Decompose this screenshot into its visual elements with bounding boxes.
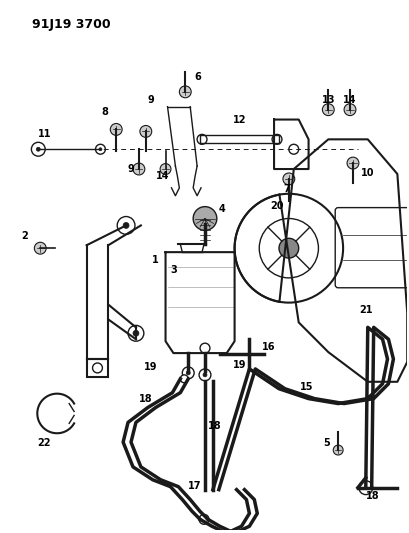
Circle shape	[343, 104, 355, 116]
Circle shape	[202, 373, 207, 377]
Text: 9: 9	[147, 95, 154, 105]
Circle shape	[31, 142, 45, 156]
Text: 8: 8	[101, 107, 108, 117]
Text: 11: 11	[37, 130, 51, 140]
Circle shape	[133, 163, 144, 175]
Circle shape	[288, 144, 298, 154]
Text: 16: 16	[262, 342, 275, 352]
Circle shape	[333, 445, 342, 455]
Text: 17: 17	[188, 481, 201, 491]
Circle shape	[179, 86, 191, 98]
Text: 13: 13	[321, 95, 334, 105]
Circle shape	[272, 134, 281, 144]
Text: 10: 10	[360, 168, 373, 178]
Text: 1: 1	[152, 255, 159, 265]
Text: 21: 21	[358, 304, 372, 314]
Text: 19: 19	[144, 362, 157, 372]
Circle shape	[278, 238, 298, 258]
Circle shape	[358, 481, 372, 495]
Circle shape	[95, 144, 105, 154]
Circle shape	[321, 104, 333, 116]
Circle shape	[117, 216, 135, 235]
Circle shape	[92, 363, 102, 373]
Circle shape	[346, 157, 358, 169]
Circle shape	[160, 164, 171, 174]
Circle shape	[180, 375, 188, 383]
Circle shape	[99, 148, 102, 151]
Text: 18: 18	[139, 393, 152, 403]
Text: 9: 9	[127, 164, 134, 174]
Text: 91J19 3700: 91J19 3700	[32, 18, 111, 31]
Text: 15: 15	[299, 382, 312, 392]
Text: 12: 12	[232, 115, 246, 125]
Circle shape	[110, 124, 122, 135]
Text: 6: 6	[194, 72, 201, 82]
Circle shape	[282, 173, 294, 185]
Text: 14: 14	[155, 171, 169, 181]
Text: 18: 18	[365, 490, 379, 500]
Circle shape	[34, 243, 46, 254]
Circle shape	[36, 147, 40, 151]
Circle shape	[200, 343, 209, 353]
Circle shape	[182, 367, 194, 379]
Text: 22: 22	[37, 438, 51, 448]
Text: 7: 7	[283, 184, 290, 194]
Text: 3: 3	[170, 265, 176, 275]
Text: 2: 2	[21, 231, 28, 241]
Text: 20: 20	[270, 200, 283, 211]
Text: 19: 19	[232, 360, 246, 370]
Circle shape	[133, 330, 139, 336]
Circle shape	[199, 369, 210, 381]
Text: 14: 14	[342, 95, 356, 105]
Circle shape	[123, 222, 129, 229]
Circle shape	[139, 125, 151, 138]
Text: 4: 4	[218, 204, 225, 214]
Circle shape	[197, 134, 207, 144]
Circle shape	[128, 325, 144, 341]
Circle shape	[186, 371, 190, 375]
Circle shape	[193, 207, 216, 230]
Circle shape	[199, 514, 209, 524]
Text: 5: 5	[322, 438, 329, 448]
Text: 18: 18	[207, 421, 221, 431]
